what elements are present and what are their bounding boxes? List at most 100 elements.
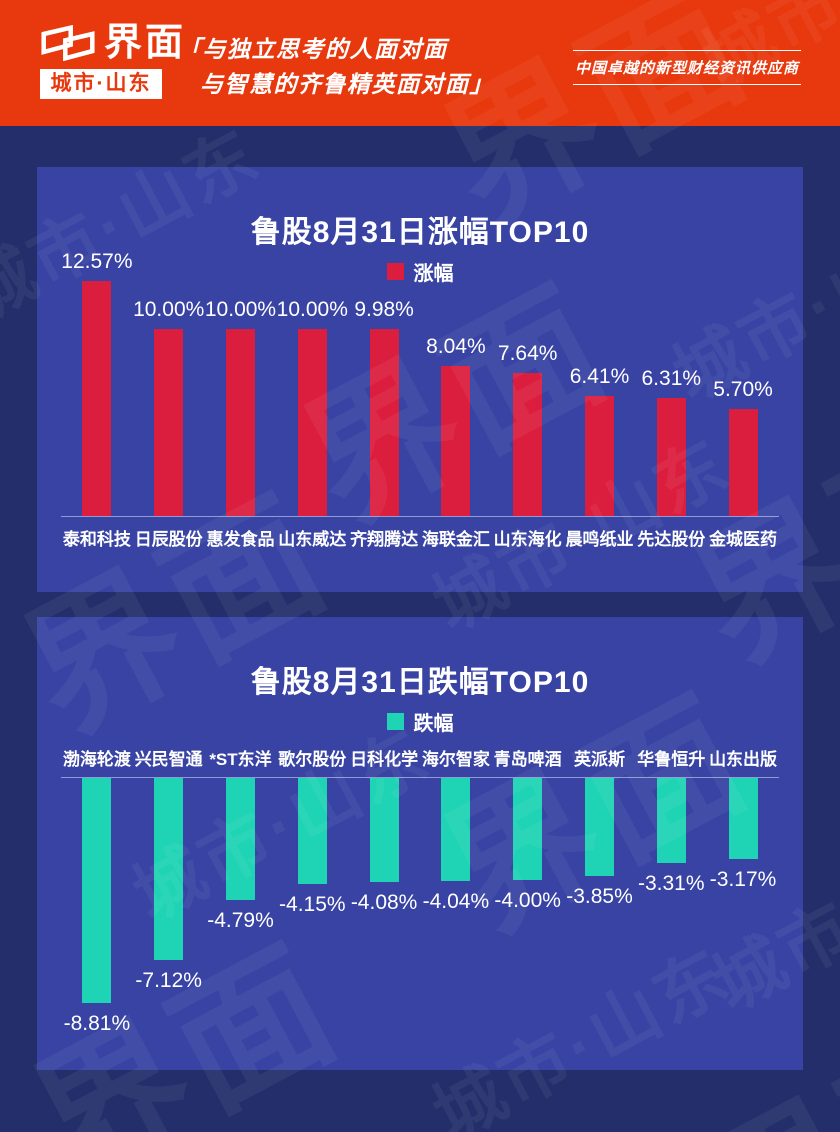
losers-bar-plot: -8.81% -7.12% -4.79% -4.15% -4.08% -4.04% -4.0…	[61, 777, 779, 1057]
losers-legend: 跌幅	[37, 707, 803, 736]
category-label: 兴民智通	[134, 750, 203, 769]
gainers-chart-title: 鲁股8月31日涨幅TOP10	[250, 216, 590, 249]
bar	[584, 778, 614, 876]
bar-value-label: -4.08%	[350, 891, 418, 914]
bar	[728, 778, 758, 859]
brand-name: 界面	[104, 22, 187, 64]
bar-column: -3.17%	[707, 778, 779, 892]
bar-column: 7.64%	[492, 342, 564, 516]
header: 界面 城市·山东 「与独立思考的人面对面 与智慧的齐鲁精英面对面」 中国卓越的新…	[0, 0, 840, 126]
bar-column: -4.79%	[205, 778, 277, 933]
category-label: 日科化学	[350, 750, 419, 769]
bar-value-label: 10.00%	[276, 298, 348, 321]
bar-value-label: 6.41%	[569, 365, 630, 388]
bar-value-label: 9.98%	[354, 298, 414, 321]
bar-value-label: 5.70%	[713, 378, 773, 401]
bar-column: 10.00%	[205, 298, 277, 516]
category-label: 华鲁恒升	[637, 750, 706, 769]
losers-legend-label: 跌幅	[413, 713, 454, 735]
losers-legend-swatch	[386, 713, 404, 730]
bar-column: -4.04%	[420, 778, 492, 914]
bar	[225, 778, 255, 900]
category-label: 青岛啤酒	[493, 750, 562, 769]
gainers-legend: 涨幅	[37, 257, 803, 286]
bar	[297, 778, 327, 884]
bar-value-label: -4.00%	[494, 889, 561, 912]
header-slogan: 中国卓越的新型财经资讯供应商	[572, 50, 801, 85]
bar-column: -3.85%	[564, 778, 636, 909]
bar	[369, 329, 399, 516]
bar-column: -4.08%	[348, 778, 420, 915]
bar	[513, 778, 543, 880]
bar-column: 5.70%	[707, 378, 779, 516]
category-label: 先达股份	[637, 530, 706, 549]
bar-column: 9.98%	[348, 298, 420, 516]
bar-value-label: -4.79%	[207, 909, 274, 932]
bar-column: -8.81%	[61, 778, 133, 1036]
gainers-legend-swatch	[386, 263, 404, 280]
bar-column: 8.04%	[420, 335, 492, 516]
bar	[441, 778, 471, 881]
bar-value-label: -3.85%	[566, 885, 633, 908]
losers-category-labels: 渤海轮渡 兴民智通 *ST东洋 歌尔股份 日科化学 海尔智家 青岛啤酒 英派斯 华鲁恒升 山东出版	[61, 745, 779, 770]
category-label: 山东海化	[493, 530, 562, 549]
brand-logo: 界面 城市·山东	[40, 22, 187, 100]
quote-line2: 与智慧的齐鲁精英面对面」	[200, 71, 494, 97]
bar	[154, 778, 184, 960]
category-label: 山东威达	[278, 530, 347, 549]
category-label: 海联金汇	[421, 530, 490, 549]
bar-value-label: 12.57%	[61, 250, 133, 273]
bar	[656, 398, 686, 516]
category-label: *ST东洋	[209, 750, 272, 769]
bar	[728, 409, 758, 516]
bar-value-label: -4.04%	[422, 890, 490, 913]
gainers-category-labels: 泰和科技 日辰股份 惠发食品 山东威达 齐翔腾达 海联金汇 山东海化 晨鸣纸业 先达股份 金城医药	[61, 525, 779, 550]
bar	[656, 778, 686, 863]
bar-value-label: -4.15%	[279, 893, 346, 916]
bar-column: -3.31%	[635, 778, 707, 896]
category-label: 晨鸣纸业	[565, 530, 634, 549]
category-label: 英派斯	[573, 750, 625, 769]
losers-panel: 鲁股8月31日跌幅TOP10 跌幅 渤海轮渡 兴民智通 *ST东洋 歌尔股份 日科化学海…	[37, 617, 803, 1070]
bar-value-label: 8.04%	[426, 335, 486, 358]
bar	[369, 778, 399, 882]
losers-chart-title: 鲁股8月31日跌幅TOP10	[250, 666, 590, 699]
bar-column: -7.12%	[133, 778, 205, 993]
quote-line1: 「与独立思考的人面对面	[178, 36, 448, 62]
gainers-legend-label: 涨幅	[413, 263, 454, 285]
bar-column: 10.00%	[133, 298, 205, 516]
category-label: 歌尔股份	[278, 750, 347, 769]
bar-column: -4.15%	[276, 778, 348, 917]
header-quote: 「与独立思考的人面对面 与智慧的齐鲁精英面对面」	[178, 32, 494, 102]
bar-value-label: 10.00%	[133, 298, 205, 321]
bar	[584, 396, 614, 516]
bar-value-label: 7.64%	[497, 342, 558, 365]
sub-brand-badge: 城市·山东	[40, 69, 162, 100]
bar-column: 6.31%	[635, 367, 707, 516]
bar	[82, 281, 112, 516]
bar-value-label: -8.81%	[63, 1012, 131, 1035]
bar	[225, 329, 255, 516]
bar-value-label: -3.31%	[638, 872, 705, 895]
bar-value-label: -3.17%	[709, 868, 777, 891]
category-label: 渤海轮渡	[62, 750, 131, 769]
bar-column: 6.41%	[564, 365, 636, 516]
category-label: 泰和科技	[62, 530, 131, 549]
category-label: 齐翔腾达	[350, 530, 419, 549]
bar-column: 10.00%	[276, 298, 348, 516]
bar	[297, 329, 327, 516]
jiemian-logo-icon	[41, 25, 95, 61]
bar	[82, 778, 112, 1003]
bar	[513, 373, 543, 516]
bar-value-label: 6.31%	[641, 367, 702, 390]
bar-column: -4.00%	[492, 778, 564, 913]
bar	[441, 366, 471, 516]
bar-column: 12.57%	[61, 250, 133, 516]
gainers-bar-plot: 12.57% 10.00% 10.00% 10.00% 9.98% 8.04% 7.64% 6…	[61, 242, 779, 517]
category-label: 日辰股份	[134, 530, 203, 549]
gainers-panel: 鲁股8月31日涨幅TOP10 涨幅 12.57% 10.00% 10.00% 10.0…	[37, 167, 803, 592]
bar-value-label: -7.12%	[135, 969, 202, 992]
bar	[154, 329, 184, 516]
category-label: 惠发食品	[206, 530, 275, 549]
